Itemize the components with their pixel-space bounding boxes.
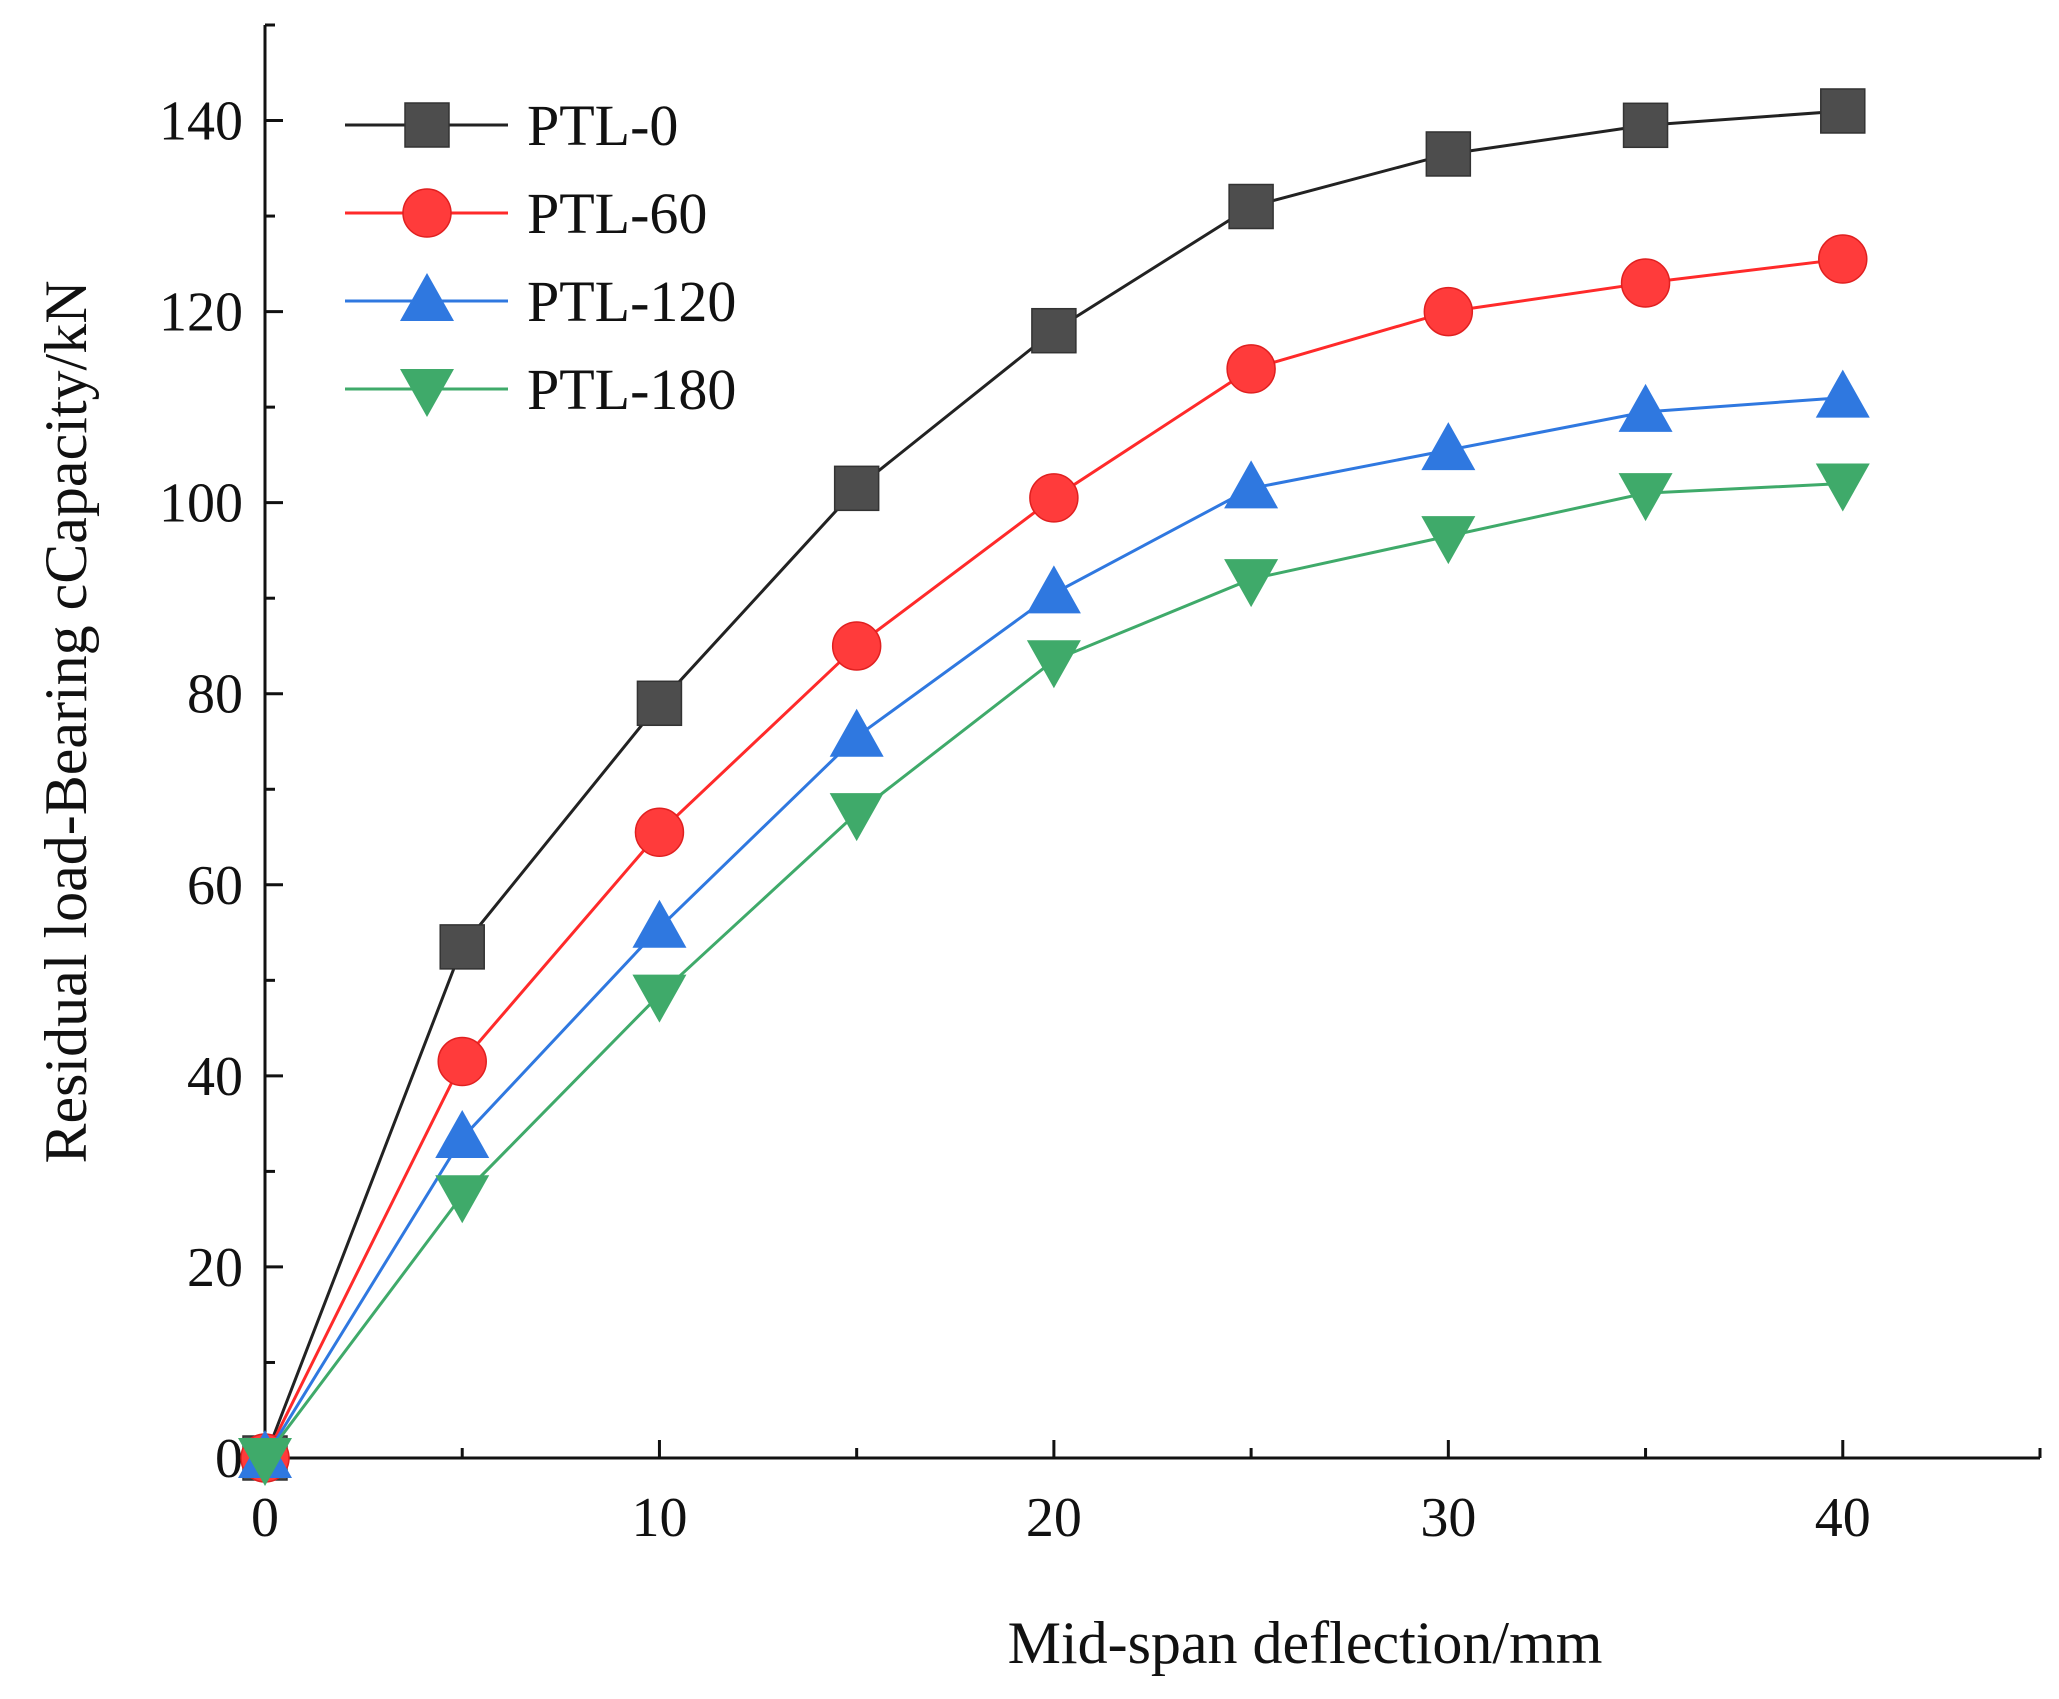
series-layer xyxy=(238,88,1870,1486)
data-point xyxy=(632,974,687,1023)
y-axis-title: Residual load-Bearing cCapacity/kN xyxy=(33,280,99,1163)
data-point xyxy=(1820,88,1866,134)
legend-label: PTL-180 xyxy=(527,357,736,422)
data-point xyxy=(1031,307,1077,354)
data-point xyxy=(435,1175,490,1224)
y-tick-label: 0 xyxy=(215,1428,243,1490)
data-point xyxy=(435,1109,490,1158)
data-point xyxy=(1423,286,1474,337)
x-tick-label: 0 xyxy=(251,1487,279,1549)
data-point xyxy=(632,899,687,948)
axes: 0 20 40 60 80 100 120 140 0 10 20 30 40 xyxy=(159,23,2042,1549)
legend-item: PTL-120 xyxy=(345,269,736,334)
series-PTL-0 xyxy=(242,88,1866,1481)
x-axis-title: Mid-span deflection/mm xyxy=(1008,1610,1603,1676)
series-line xyxy=(263,482,1843,1459)
legend-marker xyxy=(404,102,450,148)
x-tick-label: 40 xyxy=(1815,1487,1871,1549)
data-point xyxy=(1226,344,1276,394)
y-tick-label: 60 xyxy=(187,855,243,917)
legend-marker xyxy=(402,188,452,238)
legend-label: PTL-60 xyxy=(527,181,707,246)
x-axis-ticks: 0 10 20 30 40 xyxy=(251,1440,2042,1549)
x-tick-label: 10 xyxy=(631,1487,687,1549)
data-point xyxy=(833,465,880,512)
legend-label: PTL-0 xyxy=(527,93,678,158)
data-point xyxy=(634,807,685,858)
data-point xyxy=(831,621,882,671)
data-point xyxy=(437,1036,487,1087)
data-point xyxy=(1425,131,1472,177)
data-point xyxy=(1618,473,1673,522)
series-PTL-180 xyxy=(238,463,1870,1486)
data-point xyxy=(439,924,485,970)
data-point xyxy=(1618,383,1673,432)
data-point xyxy=(1026,640,1081,689)
data-point xyxy=(1815,463,1870,512)
data-point xyxy=(829,708,884,757)
legend-item: PTL-60 xyxy=(345,181,707,246)
legend-item: PTL-0 xyxy=(345,93,678,158)
y-tick-label: 80 xyxy=(187,664,243,726)
y-tick-label: 120 xyxy=(159,282,243,344)
data-point xyxy=(1421,516,1476,565)
y-tick-label: 100 xyxy=(159,473,243,535)
data-point xyxy=(1224,460,1279,509)
data-point xyxy=(1620,258,1671,308)
data-point xyxy=(1818,234,1868,284)
x-tick-label: 20 xyxy=(1026,1487,1082,1549)
data-point xyxy=(1026,565,1081,614)
y-tick-label: 40 xyxy=(187,1046,243,1108)
data-point xyxy=(829,793,884,842)
legend-marker xyxy=(400,273,454,321)
y-axis-ticks: 0 20 40 60 80 100 120 140 xyxy=(159,23,283,1490)
series-PTL-60 xyxy=(240,234,1868,1483)
data-point xyxy=(1228,183,1274,230)
data-point xyxy=(1029,473,1079,523)
series-PTL-120 xyxy=(238,369,1870,1478)
series-line xyxy=(263,396,1843,1459)
x-tick-label: 30 xyxy=(1420,1487,1476,1549)
data-point xyxy=(636,680,683,727)
legend: PTL-0 PTL-60 PTL-120 PTL-180 xyxy=(345,93,736,422)
data-point xyxy=(1224,559,1279,608)
data-point xyxy=(238,1438,292,1486)
legend-label: PTL-120 xyxy=(527,269,736,334)
y-tick-label: 140 xyxy=(159,91,243,153)
data-point xyxy=(1622,102,1669,149)
legend-marker xyxy=(400,369,454,417)
legend-item: PTL-180 xyxy=(345,357,736,422)
data-point xyxy=(1421,422,1476,471)
series-line xyxy=(263,257,1843,1459)
y-tick-label: 20 xyxy=(187,1237,243,1299)
data-point xyxy=(1815,369,1870,418)
